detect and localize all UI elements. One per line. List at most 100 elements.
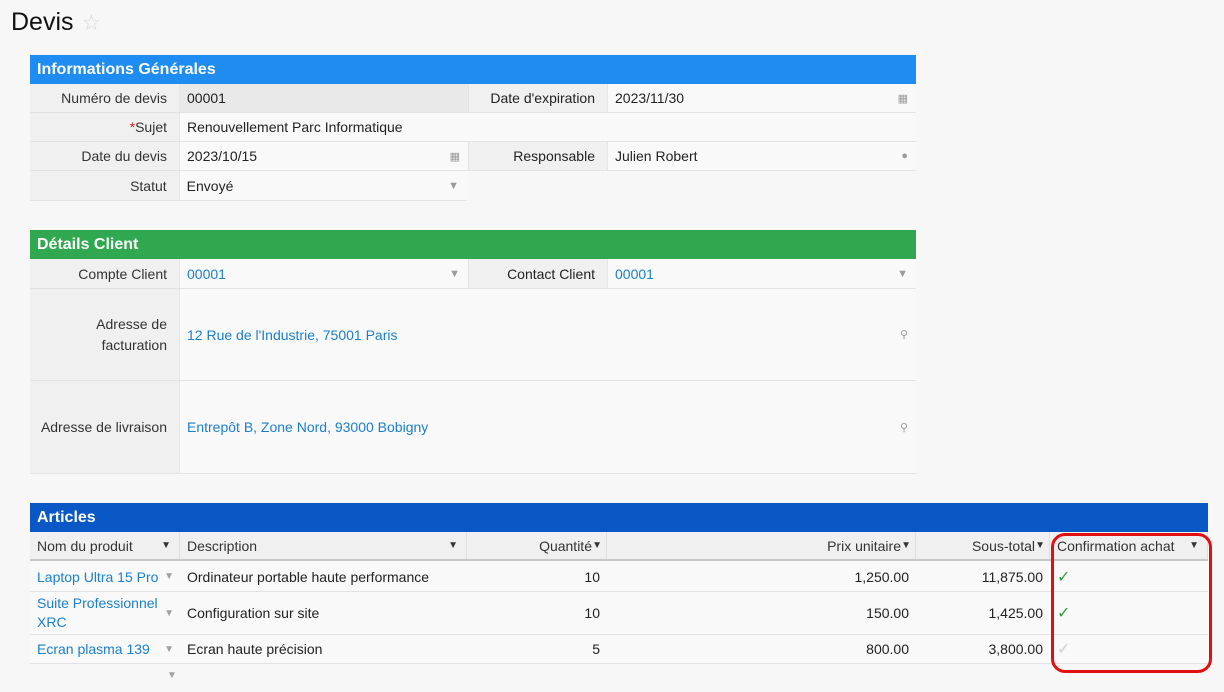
section-header-articles: Articles (30, 503, 1208, 532)
product-cell[interactable]: Ecran plasma 139 ▼ (30, 635, 180, 663)
map-pin-icon[interactable]: ⚲ (899, 329, 908, 341)
column-header-product[interactable]: Nom du produit ▼ (30, 532, 180, 559)
subject-text: Renouvellement Parc Informatique (187, 119, 403, 135)
product-link[interactable]: Laptop Ultra 15 Pro (37, 568, 159, 585)
column-header-unit-price[interactable]: Prix unitaire ▼ (607, 532, 916, 559)
check-icon[interactable]: ✓ (1057, 641, 1071, 658)
quote-number-value: 00001 (180, 84, 468, 112)
caret-down-icon[interactable]: ▼ (448, 540, 458, 551)
column-label-confirmation: Confirmation achat (1057, 537, 1175, 554)
expiration-label: Date d'expiration (468, 84, 608, 112)
billing-field[interactable]: 12 Rue de l'Industrie, 75001 Paris ⚲ (180, 289, 916, 380)
product-name-line1: Suite Professionnel (37, 595, 158, 611)
quantity-cell[interactable]: 10 (584, 568, 600, 585)
required-mark: * (129, 119, 136, 135)
subtotal-cell: 1,425.00 (988, 605, 1044, 621)
product-link[interactable]: Suite Professionnel XRC (37, 594, 158, 632)
expiration-text: 2023/11/30 (615, 90, 685, 106)
unit-price-cell[interactable]: 800.00 (866, 641, 909, 657)
quote-date-field[interactable]: 2023/10/15 ▦ (180, 142, 468, 170)
column-label-description: Description (187, 537, 258, 554)
chevron-down-icon[interactable]: ▼ (448, 179, 459, 192)
description-cell[interactable]: Ecran haute précision (187, 641, 323, 657)
chevron-down-icon[interactable]: ▼ (897, 267, 908, 280)
status-text: Envoyé (186, 177, 234, 194)
page-title: Devis ☆ (11, 8, 101, 37)
column-header-subtotal[interactable]: Sous-total ▼ (916, 532, 1050, 559)
check-icon[interactable]: ✓ (1057, 568, 1071, 586)
caret-down-icon[interactable]: ▼ (901, 540, 911, 551)
billing-label-line2: facturation (101, 336, 167, 353)
column-label-product: Nom du produit (37, 537, 133, 554)
row-status: Statut Envoyé ▼ (30, 171, 467, 201)
column-header-description[interactable]: Description ▼ (180, 532, 467, 559)
calendar-icon[interactable]: ▦ (897, 92, 908, 105)
billing-label-line1: Adresse de (96, 315, 167, 332)
row-quote-number: Numéro de devis 00001 Date d'expiration … (30, 84, 916, 113)
column-header-quantity[interactable]: Quantité ▼ (467, 532, 607, 559)
table-row: Suite Professionnel XRC ▼ Configuration … (30, 592, 1208, 635)
chevron-down-icon[interactable]: ▼ (164, 643, 174, 655)
quote-number-text: 00001 (187, 90, 226, 106)
shipping-label: Adresse de livraison (30, 381, 180, 473)
map-pin-icon[interactable]: ⚲ (899, 421, 908, 434)
calendar-icon[interactable]: ▦ (449, 150, 460, 163)
unit-price-cell[interactable]: 150.00 (866, 605, 909, 621)
caret-down-icon[interactable]: ▼ (161, 540, 171, 551)
column-label-subtotal: Sous-total (971, 537, 1035, 554)
quote-date-label: Date du devis (30, 142, 180, 170)
caret-down-icon[interactable]: ▼ (1189, 540, 1199, 551)
owner-field[interactable]: Julien Robert ● (608, 142, 916, 170)
account-link[interactable]: 00001 (187, 265, 226, 282)
section-header-client: Détails Client (30, 230, 916, 259)
status-select[interactable]: Envoyé ▼ (180, 171, 467, 200)
caret-down-icon[interactable]: ▼ (592, 540, 602, 551)
owner-label: Responsable (468, 142, 608, 170)
billing-address-link[interactable]: 12 Rue de l'Industrie, 75001 Paris (187, 326, 398, 343)
product-name-line2: XRC (37, 614, 67, 630)
contact-label: Contact Client (468, 259, 608, 288)
quantity-cell[interactable]: 10 (584, 605, 600, 621)
description-cell[interactable]: Configuration sur site (187, 605, 320, 621)
row-account: Compte Client 00001 ▼ Contact Client 0000… (30, 259, 916, 289)
table-row: Ecran plasma 139 ▼ Ecran haute précision … (30, 635, 1208, 664)
articles-table-header: Nom du produit ▼ Description ▼ Quantité ▼ P… (30, 532, 1208, 561)
confirmation-cell[interactable]: ✓ (1050, 635, 1208, 663)
owner-text: Julien Robert (615, 148, 698, 164)
shipping-field[interactable]: Entrepôt B, Zone Nord, 93000 Bobigny ⚲ (180, 381, 916, 473)
shipping-address-link[interactable]: Entrepôt B, Zone Nord, 93000 Bobigny (187, 419, 429, 435)
star-icon[interactable]: ☆ (81, 9, 102, 35)
user-icon[interactable]: ● (901, 150, 908, 162)
status-label: Statut (30, 171, 180, 200)
page-title-text: Devis (11, 8, 74, 36)
subject-label-text: Sujet (135, 119, 167, 135)
column-label-quantity: Quantité (539, 537, 592, 554)
chevron-down-icon[interactable]: ▼ (164, 571, 174, 582)
chevron-down-icon[interactable]: ▼ (449, 267, 460, 280)
account-label: Compte Client (30, 259, 180, 288)
section-header-general: Informations Générales (30, 55, 916, 84)
subject-field[interactable]: Renouvellement Parc Informatique (180, 113, 916, 141)
quantity-cell[interactable]: 5 (592, 641, 600, 657)
expiration-field[interactable]: 2023/11/30 ▦ (608, 84, 916, 112)
product-link[interactable]: Ecran plasma 139 (37, 641, 150, 657)
product-cell[interactable]: Suite Professionnel XRC ▼ (30, 592, 180, 634)
contact-field[interactable]: 00001 ▼ (608, 259, 916, 288)
confirmation-cell[interactable]: ✓ (1050, 592, 1208, 634)
column-label-unit-price: Prix unitaire (827, 537, 901, 554)
subject-label: * Sujet (30, 113, 180, 141)
chevron-down-icon[interactable]: ▼ (164, 607, 174, 619)
product-cell[interactable]: Laptop Ultra 15 Pro ▼ (30, 562, 180, 591)
account-field[interactable]: 00001 ▼ (180, 259, 468, 288)
row-shipping-address: Adresse de livraison Entrepôt B, Zone No… (30, 381, 916, 474)
confirmation-cell[interactable]: ✓ (1050, 562, 1208, 591)
chevron-down-icon[interactable]: ▼ (167, 670, 177, 681)
description-cell[interactable]: Ordinateur portable haute performance (187, 568, 430, 585)
billing-label: Adresse de facturation (30, 289, 180, 380)
quote-number-label: Numéro de devis (30, 84, 180, 112)
unit-price-cell[interactable]: 1,250.00 (854, 568, 910, 585)
check-icon[interactable]: ✓ (1057, 605, 1071, 622)
caret-down-icon[interactable]: ▼ (1035, 540, 1045, 551)
contact-link[interactable]: 00001 (615, 265, 654, 282)
confirmation-column-highlight (1051, 533, 1212, 673)
